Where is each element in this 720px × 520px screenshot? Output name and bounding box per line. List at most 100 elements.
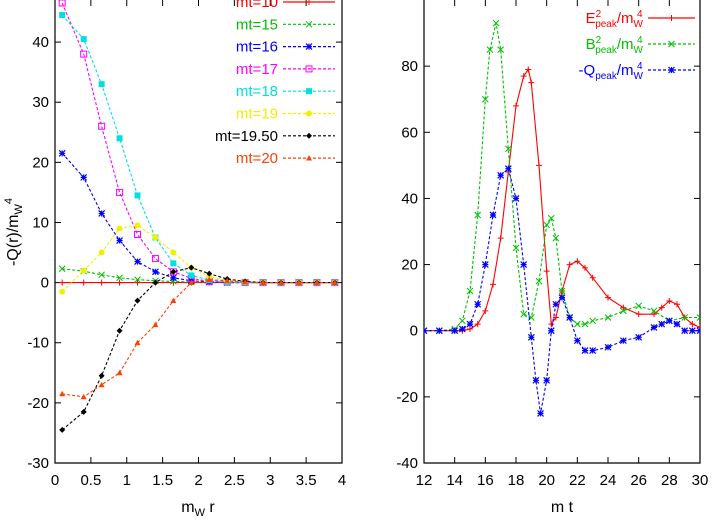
left-series-line xyxy=(61,224,335,292)
right-x-tick-label: 14 xyxy=(446,472,463,489)
right-chart: 12 14 16 18 20 22 24 26 28 30 -40 -20 0 20 40 60 80 E2 pe… xyxy=(396,0,708,516)
right-data-point xyxy=(619,307,627,315)
left-data-point xyxy=(295,279,302,286)
right-data-point xyxy=(574,258,581,265)
right-data-point xyxy=(681,314,689,321)
left-data-point xyxy=(170,297,177,304)
right-data-point xyxy=(673,320,681,328)
left-legend-marker xyxy=(305,43,313,51)
left-data-point xyxy=(80,393,87,400)
left-legend-entry: mt=15 xyxy=(236,16,335,33)
right-data-point xyxy=(558,287,566,295)
right-data-point xyxy=(589,317,597,325)
right-data-point xyxy=(543,376,551,384)
right-data-point xyxy=(481,261,489,268)
right-data-point xyxy=(458,325,466,333)
left-y-axis-label: -Q(r)/mW4 xyxy=(3,198,25,266)
right-data-point xyxy=(665,317,673,325)
left-data-point xyxy=(278,279,285,286)
left-data-point xyxy=(80,408,87,415)
left-data-point xyxy=(80,50,88,58)
right-data-point xyxy=(535,277,543,285)
right-data-point xyxy=(497,235,504,242)
right-series-q xyxy=(424,165,700,417)
left-data-point xyxy=(98,381,105,388)
left-data-point xyxy=(134,276,141,283)
left-series-mt-19-50 xyxy=(59,264,338,433)
right-data-point xyxy=(658,320,666,328)
left-y-tick-label: -10 xyxy=(27,335,49,352)
left-legend-marker xyxy=(306,155,312,161)
right-data-point xyxy=(543,221,551,229)
left-data-point xyxy=(188,272,195,279)
right-data-point xyxy=(689,321,696,328)
left-data-point xyxy=(134,258,141,265)
left-y-tick-label: 0 xyxy=(41,275,49,292)
left-series-line xyxy=(62,279,335,398)
left-legend-entry: mt=19.50 xyxy=(215,128,335,145)
right-x-tick-label: 30 xyxy=(692,472,709,489)
left-data-point xyxy=(134,279,141,286)
left-y-tick-label: 40 xyxy=(32,34,49,51)
left-data-point xyxy=(151,255,159,263)
left-series-line xyxy=(61,2,335,284)
right-data-point xyxy=(481,95,489,103)
right-legend-marker xyxy=(668,66,675,74)
right-data-point xyxy=(582,264,588,271)
left-data-point xyxy=(98,279,105,286)
right-data-point xyxy=(537,409,544,417)
right-y-tick-label: 60 xyxy=(401,124,418,141)
left-data-point xyxy=(313,279,320,286)
left-x-tick-label: 4 xyxy=(338,472,346,489)
left-data-point xyxy=(98,122,106,130)
right-data-point xyxy=(620,304,627,311)
right-legend-label: B2 peak/mW4 xyxy=(586,35,644,56)
right-data-point xyxy=(573,337,581,345)
right-data-point xyxy=(697,324,700,331)
right-data-point xyxy=(696,314,700,321)
left-data-point xyxy=(98,271,105,279)
right-data-point xyxy=(474,211,482,219)
left-data-point xyxy=(116,135,123,142)
right-data-point xyxy=(581,320,589,328)
right-y-tick-label: -40 xyxy=(396,455,418,472)
left-series-mt-16 xyxy=(58,149,339,287)
right-data-point xyxy=(681,327,689,335)
left-data-point xyxy=(98,81,105,88)
left-plot-area xyxy=(58,0,339,433)
right-data-point xyxy=(650,307,658,315)
right-data-point xyxy=(688,327,696,335)
left-data-point xyxy=(206,273,213,280)
left-legend-label: mt=16 xyxy=(236,39,278,56)
right-data-point xyxy=(650,323,658,331)
left-data-point xyxy=(134,222,141,229)
right-x-tick-label: 24 xyxy=(600,472,617,489)
right-y-tick-label: 80 xyxy=(401,58,418,75)
left-data-point xyxy=(116,327,123,334)
left-data-point xyxy=(152,321,159,328)
left-data-point xyxy=(206,276,213,283)
right-y-tick-label: 0 xyxy=(410,323,418,340)
left-data-point xyxy=(59,279,66,286)
left-series-line xyxy=(61,152,335,284)
left-x-tick-label: 1.5 xyxy=(152,472,173,489)
right-x-tick-label: 16 xyxy=(477,472,494,489)
right-data-point xyxy=(547,327,555,335)
right-data-point xyxy=(458,317,466,325)
right-data-point xyxy=(424,327,428,335)
right-axes-frame xyxy=(423,0,701,464)
right-data-point xyxy=(666,297,673,304)
left-legend-label: mt=19.50 xyxy=(215,128,278,145)
left-data-point xyxy=(116,369,123,376)
left-x-axis-label: mW r xyxy=(181,499,215,519)
right-data-point xyxy=(520,261,528,268)
left-data-point xyxy=(116,237,123,244)
left-legend-label: mt=18 xyxy=(236,83,278,100)
right-legend-label: -Qpeak/mW4 xyxy=(579,61,644,82)
left-data-point xyxy=(169,274,177,282)
right-data-point xyxy=(489,211,497,219)
left-data-point xyxy=(170,260,177,267)
left-x-tick-label: 3 xyxy=(266,472,274,489)
right-data-point xyxy=(619,337,627,345)
left-legend-entry: mt=16 xyxy=(236,39,335,56)
